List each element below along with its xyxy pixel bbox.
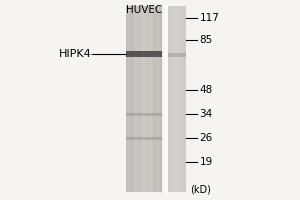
Bar (159, 6, 160, 192)
Bar (177, 6, 178, 192)
Bar (134, 6, 135, 192)
Bar (143, 6, 144, 192)
Bar (133, 6, 134, 192)
Text: 19: 19 (200, 157, 213, 167)
Bar (127, 6, 128, 192)
Bar (185, 6, 186, 192)
Bar (170, 6, 171, 192)
Text: 34: 34 (200, 109, 213, 119)
Bar (174, 6, 175, 192)
Bar (160, 6, 161, 192)
Bar (169, 6, 170, 192)
Bar (140, 6, 141, 192)
Bar (148, 6, 149, 192)
Bar (156, 6, 157, 192)
Bar (145, 6, 146, 192)
Bar (149, 6, 150, 192)
Bar (126, 137, 162, 140)
Bar (141, 6, 142, 192)
Bar (136, 6, 137, 192)
Bar (142, 6, 143, 192)
Bar (171, 6, 172, 192)
Bar (129, 6, 130, 192)
Text: (kD): (kD) (190, 184, 212, 194)
Bar (172, 6, 173, 192)
Text: 117: 117 (200, 13, 219, 23)
Text: 85: 85 (200, 35, 213, 45)
Bar (183, 6, 184, 192)
Bar (153, 6, 154, 192)
Bar (138, 6, 139, 192)
Bar (126, 6, 127, 192)
Bar (131, 6, 132, 192)
Bar (146, 6, 147, 192)
Text: 48: 48 (200, 85, 213, 95)
Text: HIPK4--: HIPK4-- (58, 49, 99, 59)
Bar (139, 6, 140, 192)
Bar (150, 6, 151, 192)
Bar (154, 6, 155, 192)
Bar (126, 6, 162, 192)
Bar (168, 6, 169, 192)
Bar (157, 6, 158, 192)
Bar (173, 6, 174, 192)
Bar (161, 6, 162, 192)
Bar (132, 6, 133, 192)
Bar (167, 53, 186, 57)
Bar (147, 6, 148, 192)
Bar (176, 6, 177, 192)
Text: HUVEC: HUVEC (126, 5, 162, 15)
Bar (181, 6, 182, 192)
Bar (179, 6, 180, 192)
Bar (126, 113, 162, 116)
Bar (178, 6, 179, 192)
Bar (144, 6, 145, 192)
Bar (167, 6, 168, 192)
Bar (182, 6, 183, 192)
Bar (126, 51, 162, 57)
Bar (167, 6, 186, 192)
Text: 26: 26 (200, 133, 213, 143)
Bar (137, 6, 138, 192)
Bar (155, 6, 156, 192)
Bar (158, 6, 159, 192)
Bar (152, 6, 153, 192)
Bar (151, 6, 152, 192)
Bar (128, 6, 129, 192)
Bar (180, 6, 181, 192)
Bar (135, 6, 136, 192)
Bar (184, 6, 185, 192)
Bar (130, 6, 131, 192)
